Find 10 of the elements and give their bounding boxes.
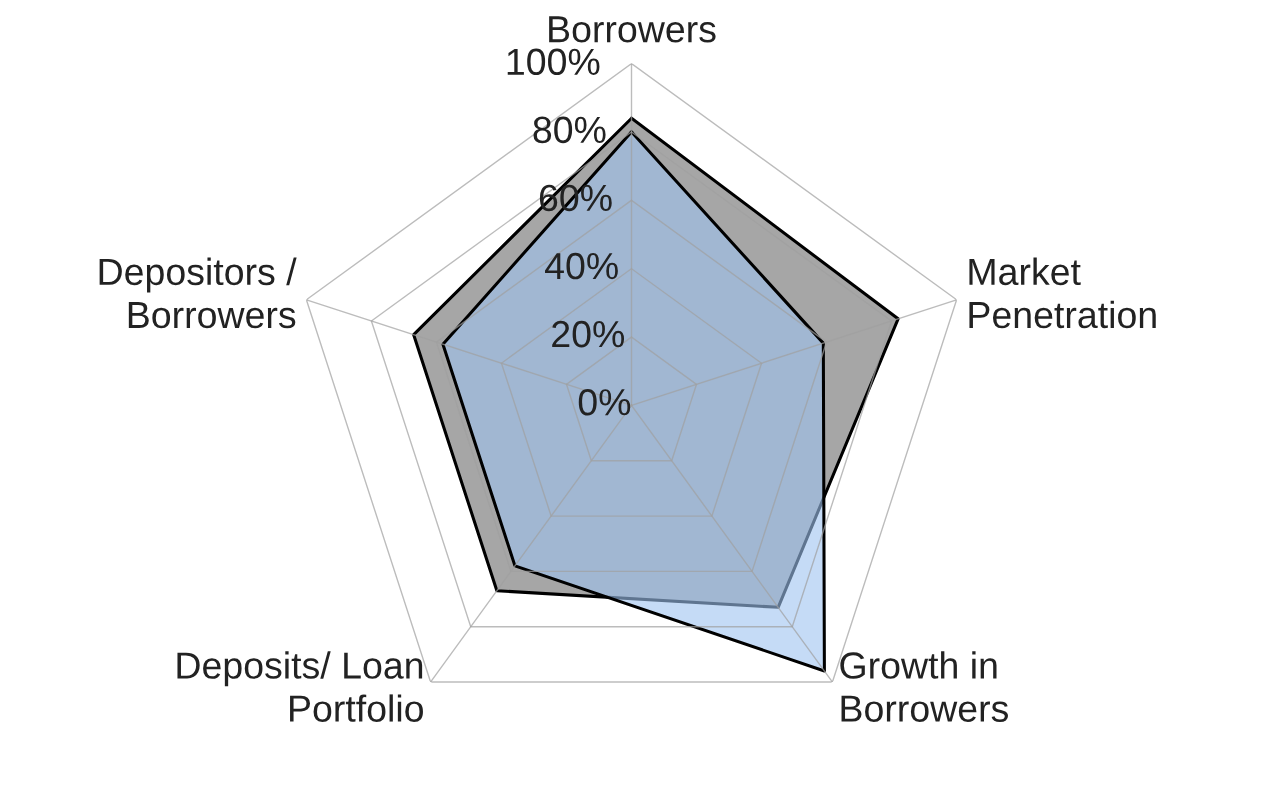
y-tick-label: 80% — [533, 116, 606, 144]
spoke-label: Deposits/ Loan Portfolio — [177, 651, 423, 722]
spoke-label: Depositors / Borrowers — [99, 257, 297, 329]
y-tick-label: 20% — [552, 320, 625, 348]
y-tick-label: 100% — [507, 48, 600, 76]
y-tick-label: 0% — [578, 388, 631, 416]
spoke-label: Borrowers — [549, 16, 716, 43]
spoke-label: Market Penetration — [969, 257, 1156, 329]
spoke-label: Growth in Borrowers — [840, 651, 1008, 722]
y-tick-label: 40% — [545, 252, 618, 280]
